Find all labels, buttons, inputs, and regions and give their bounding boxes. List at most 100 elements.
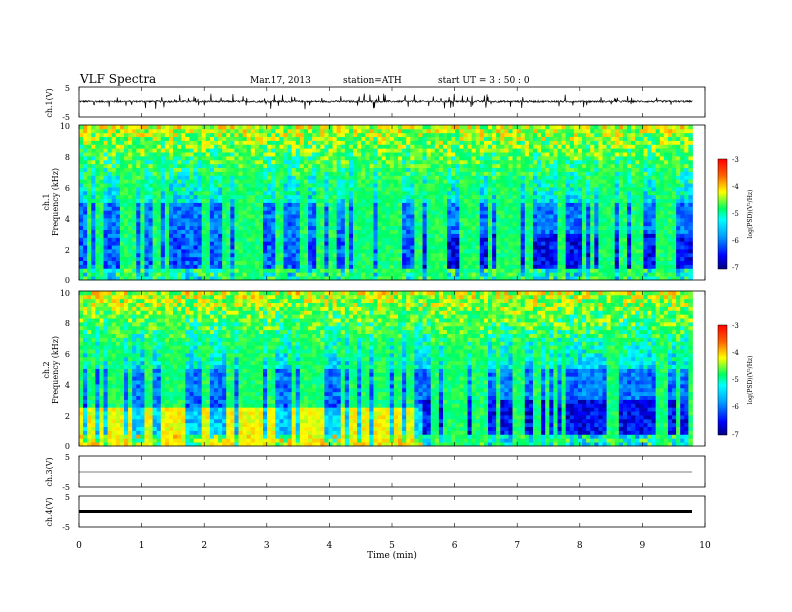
spectrogram-cell xyxy=(263,148,268,153)
spectrogram-cell xyxy=(492,214,497,219)
spectrogram-cell xyxy=(573,136,579,141)
spectrogram-cell xyxy=(91,272,96,277)
spectrogram-cell xyxy=(365,183,370,188)
spectrogram-cell xyxy=(140,175,145,180)
spectrogram-cell xyxy=(447,202,452,207)
spectrogram-cell xyxy=(177,144,182,149)
spectrogram-cell xyxy=(389,167,395,172)
spectrogram-cell xyxy=(140,148,145,153)
spectrogram-cell xyxy=(177,237,182,242)
spectrogram-cell xyxy=(99,140,104,145)
spectrogram-cell xyxy=(487,132,493,138)
spectrogram-cell xyxy=(398,237,403,242)
spectrogram-cell xyxy=(365,218,370,223)
spectrogram-cell xyxy=(222,148,227,153)
spectrogram-cell xyxy=(263,132,268,138)
spectrogram-cell xyxy=(316,194,321,200)
spectrogram-cell xyxy=(287,245,293,250)
spectrogram-cell xyxy=(447,276,452,281)
spectrogram-cell xyxy=(573,194,579,200)
spectrogram-cell xyxy=(361,128,366,134)
spectrogram-cell xyxy=(312,198,317,203)
spectrogram-cell xyxy=(164,190,170,196)
spectrogram-cell xyxy=(520,179,526,184)
spectrogram-cell xyxy=(365,187,370,192)
spectrogram-cell xyxy=(254,249,260,254)
spectrogram-cell xyxy=(582,198,587,203)
spectrogram-cell xyxy=(361,136,366,141)
spectrogram-cell xyxy=(459,163,464,169)
spectrogram-cell xyxy=(455,159,460,165)
spectrogram-cell xyxy=(119,190,125,196)
spectrogram-cell xyxy=(316,276,321,281)
spectrogram-cell xyxy=(340,132,346,138)
spectrogram-cell xyxy=(430,190,436,196)
spectrogram-cell xyxy=(504,225,509,231)
spectrogram-cell xyxy=(160,183,166,188)
spectrogram-cell xyxy=(111,190,117,196)
spectrogram-cell xyxy=(479,198,485,203)
spectrogram-cell xyxy=(340,260,346,265)
spectrogram-cell xyxy=(107,210,113,215)
spectrogram-cell xyxy=(496,144,501,149)
spectrogram-cell xyxy=(234,245,239,250)
spectrogram-cell xyxy=(267,264,272,269)
spectrogram-cell xyxy=(393,229,399,234)
spectrogram-cell xyxy=(361,214,366,219)
spectrogram-cell xyxy=(226,159,231,165)
spectrogram-cell xyxy=(328,167,333,172)
spectrogram-cell xyxy=(336,210,342,215)
spectrogram-cell xyxy=(553,183,558,188)
spectrogram-cell xyxy=(365,152,370,157)
spectrogram-cell xyxy=(447,156,452,161)
spectrogram-cell xyxy=(496,268,501,273)
spectrogram-cell xyxy=(532,268,538,273)
spectrogram-cell xyxy=(438,272,444,277)
spectrogram-cell xyxy=(250,256,256,262)
spectrogram-cell xyxy=(459,140,464,145)
spectrogram-cell xyxy=(369,167,374,172)
spectrogram-cell xyxy=(324,190,329,196)
spectrogram-cell xyxy=(177,167,182,172)
spectrogram-cell xyxy=(504,202,509,207)
spectrogram-cell xyxy=(254,136,260,141)
spectrogram-cell xyxy=(573,229,579,234)
spectrogram-cell xyxy=(565,156,571,161)
spectrogram-cell xyxy=(213,233,219,238)
spectrogram-cell xyxy=(189,237,194,242)
spectrogram-cell xyxy=(111,171,117,176)
spectrogram-cell xyxy=(226,218,231,223)
spectrogram-cell xyxy=(312,221,317,227)
spectrogram-cell xyxy=(303,159,309,165)
spectrogram-cell xyxy=(218,260,223,265)
spectrogram-cell xyxy=(205,190,211,196)
spectrogram-cell xyxy=(316,167,321,172)
spectrogram-cell xyxy=(312,268,317,273)
spectrogram-cell xyxy=(234,221,239,227)
spectrogram-cell xyxy=(410,179,415,184)
spectrogram-cell xyxy=(471,187,477,192)
spectrogram-cell xyxy=(418,171,423,176)
spectrogram-cell xyxy=(561,194,567,200)
spectrogram-cell xyxy=(140,194,145,200)
spectrogram-cell xyxy=(430,268,436,273)
spectrogram-cell xyxy=(107,256,113,262)
spectrogram-cell xyxy=(209,264,215,269)
spectrogram-cell xyxy=(438,125,444,130)
spectrogram-cell xyxy=(218,225,223,231)
spectrogram-cell xyxy=(393,218,399,223)
spectrogram-cell xyxy=(422,148,428,153)
spectrogram-cell xyxy=(434,225,440,231)
spectrogram-cell xyxy=(357,136,362,141)
spectrogram-cell xyxy=(496,249,501,254)
spectrogram-cell xyxy=(357,206,362,211)
spectrogram-cell xyxy=(103,237,109,242)
spectrogram-cell xyxy=(156,272,162,277)
spectrogram-cell xyxy=(332,194,338,200)
spectrogram-cell xyxy=(573,144,579,149)
spectrogram-cell xyxy=(312,136,317,141)
spectrogram-cell xyxy=(577,187,583,192)
spectrogram-cell xyxy=(271,125,276,130)
spectrogram-cell xyxy=(218,144,223,149)
spectrogram-cell xyxy=(246,276,252,281)
